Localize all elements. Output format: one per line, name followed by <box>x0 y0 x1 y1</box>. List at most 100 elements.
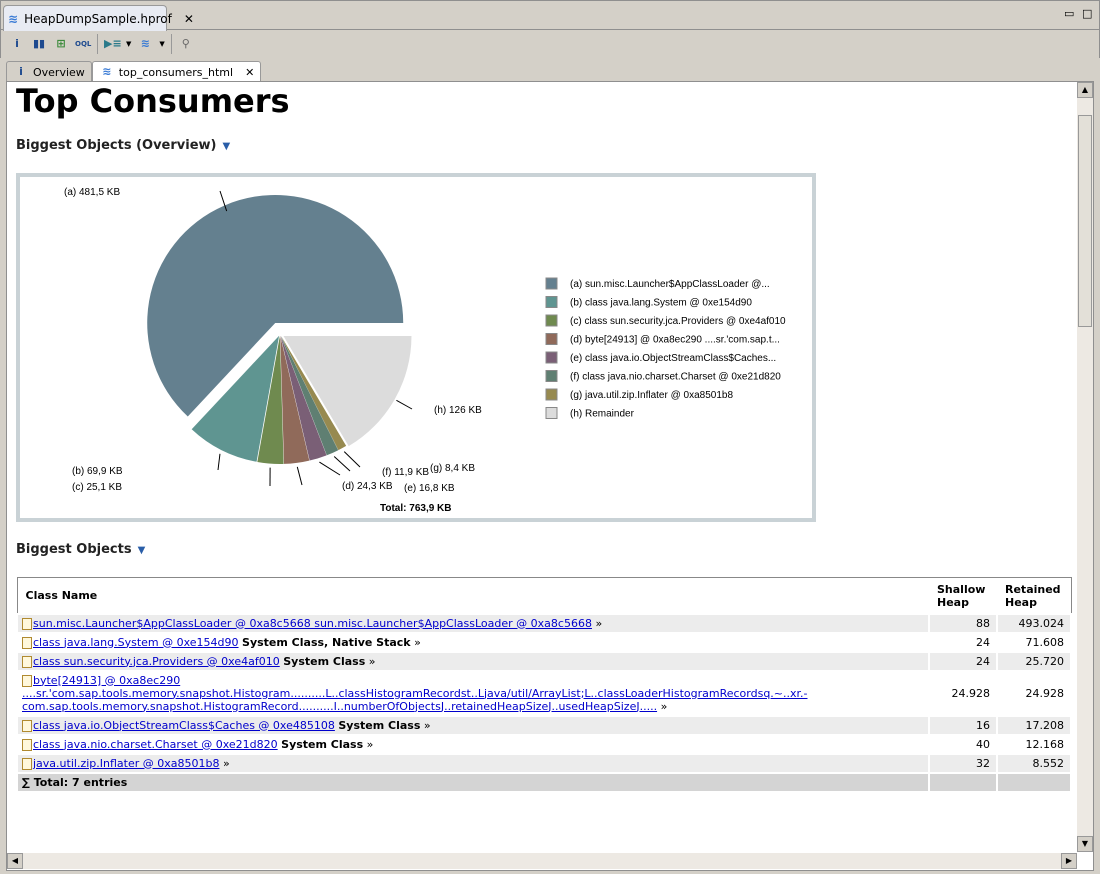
retained-heap-cell: 12.168 <box>996 733 1072 755</box>
pie-slice <box>280 335 339 456</box>
more-icon[interactable]: » <box>222 756 230 770</box>
oql-icon[interactable]: OQL <box>75 40 92 48</box>
separator <box>97 34 98 54</box>
legend-swatch <box>545 277 558 290</box>
section-title: Biggest Objects (Overview) <box>16 138 217 153</box>
separator <box>170 34 172 54</box>
table-row: class java.lang.System @ 0xe154d90 Syste… <box>16 631 1072 653</box>
class-name-cell: class java.nio.charset.Charset @ 0xe21d8… <box>16 733 930 755</box>
retained-heap-cell: 493.024 <box>996 612 1072 634</box>
section-header-overview[interactable]: Biggest Objects (Overview) ▼ <box>16 138 230 153</box>
section-title: Biggest Objects <box>16 542 132 557</box>
leader-line <box>217 453 221 471</box>
column-header-retained-heap[interactable]: Retained Heap <box>1005 582 1061 609</box>
tab-overview[interactable]: i Overview <box>6 61 92 82</box>
editor-tab-heapdump[interactable]: ≋ HeapDumpSample.hprof ✕ <box>3 5 194 31</box>
report-content: Top Consumers Biggest Objects (Overview)… <box>6 81 1094 871</box>
info-icon[interactable]: i <box>15 37 19 50</box>
object-link[interactable]: class sun.security.jca.Providers @ 0xe4a… <box>33 654 280 668</box>
heap-dump-reports-icon[interactable]: ≋ <box>140 37 150 50</box>
legend-entry: (b) class java.lang.System @ 0xe154d90 <box>570 298 752 309</box>
scrollbar-thumb[interactable] <box>1078 115 1092 327</box>
legend-swatch <box>545 296 558 308</box>
slice-label: (c) 25,1 KB <box>72 482 122 493</box>
object-link[interactable]: sun.misc.Launcher$AppClassLoader @ 0xa8c… <box>33 616 592 630</box>
object-link[interactable]: byte[24913] @ 0xa8ec290 ....sr.'com.sap.… <box>22 673 808 713</box>
pie-slice <box>280 335 347 451</box>
chevron-down-icon[interactable]: ▼ <box>222 141 231 152</box>
retained-heap-cell: 25.720 <box>996 650 1072 672</box>
object-icon <box>22 636 32 649</box>
slice-label: (f) 11,9 KB <box>382 467 429 478</box>
search-icon[interactable]: ⚲ <box>181 37 190 50</box>
object-icon <box>22 674 32 687</box>
legend-swatch <box>545 388 558 401</box>
shallow-heap-cell: 24 <box>928 631 998 653</box>
leader-line <box>219 190 228 212</box>
minimize-button[interactable]: ▭ <box>1064 7 1075 20</box>
maximize-button[interactable]: □ <box>1082 7 1093 20</box>
scroll-up-button[interactable]: ▲ <box>1077 82 1093 98</box>
dominator-tree-icon[interactable]: ⊞ <box>56 37 66 50</box>
slice-label: (d) 24,3 KB <box>342 481 393 492</box>
chevron-down-icon[interactable]: ▼ <box>137 545 146 556</box>
legend-entry: (e) class java.io.ObjectStreamClass$Cach… <box>570 353 776 364</box>
horizontal-scrollbar[interactable]: ◀ ▶ <box>7 853 1077 869</box>
pie-chart-box: (a) 481,5 KB (a) sun.misc.Launcher$AppCla… <box>16 173 816 522</box>
shallow-heap-cell: 16 <box>928 714 998 736</box>
histogram-icon[interactable]: ▮▮ <box>32 37 46 50</box>
slice-label: (g) 8,4 KB <box>430 463 475 474</box>
class-name-cell: byte[24913] @ 0xa8ec290 ....sr.'com.sap.… <box>16 669 930 717</box>
legend-entry: (d) byte[24913] @ 0xa8ec290 ....sr.'com.… <box>570 335 780 346</box>
leader-line <box>296 466 303 486</box>
slice-label: (h) 126 KB <box>434 405 482 416</box>
object-link[interactable]: class java.nio.charset.Charset @ 0xe21d8… <box>33 737 278 751</box>
more-icon[interactable]: » <box>368 654 376 668</box>
database-icon: ≋ <box>102 65 112 78</box>
more-icon[interactable]: » <box>423 718 431 732</box>
legend-entry: (h) Remainder <box>570 409 635 420</box>
tab-top-consumers[interactable]: ≋ top_consumers_html ✕ <box>91 61 262 82</box>
pie-slice <box>191 335 280 462</box>
object-icon <box>22 738 32 751</box>
section-header-biggest-objects[interactable]: Biggest Objects ▼ <box>16 542 145 557</box>
slice-label: (e) 16,8 KB <box>404 483 455 494</box>
table-row: class java.nio.charset.Charset @ 0xe21d8… <box>16 733 1072 755</box>
legend-swatch <box>545 370 558 382</box>
info-icon: i <box>19 65 23 78</box>
more-icon[interactable]: » <box>660 699 668 713</box>
shallow-heap-cell: 40 <box>928 733 998 755</box>
page-title: Top Consumers <box>16 82 290 120</box>
query-browser-icon[interactable]: ▶≡ <box>104 37 122 50</box>
more-icon[interactable]: » <box>366 737 374 751</box>
column-header-shallow-heap[interactable]: Shallow Heap <box>937 582 986 609</box>
scroll-right-button[interactable]: ▶ <box>1061 853 1077 869</box>
retained-heap-cell: 24.928 <box>996 669 1072 717</box>
leader-line <box>333 456 351 472</box>
close-icon[interactable]: ✕ <box>183 11 194 26</box>
object-link[interactable]: class java.io.ObjectStreamClass$Caches @… <box>33 718 335 732</box>
object-link[interactable]: java.util.zip.Inflater @ 0xa8501b8 <box>33 756 220 770</box>
legend-swatch <box>545 407 558 419</box>
column-header-class-name[interactable]: Class Name <box>25 588 98 602</box>
legend-swatch <box>545 351 558 364</box>
object-icon <box>22 617 32 630</box>
chevron-down-icon[interactable]: ▼ <box>126 40 132 48</box>
shallow-heap-cell: 24.928 <box>928 669 998 717</box>
gc-root-type: System Class <box>281 737 364 751</box>
retained-heap-cell: 17.208 <box>996 714 1072 736</box>
close-icon[interactable]: ✕ <box>245 65 255 79</box>
more-icon[interactable]: » <box>414 635 421 649</box>
scroll-left-button[interactable]: ◀ <box>7 853 23 869</box>
total-retained-cell <box>996 771 1072 793</box>
database-icon: ≋ <box>8 11 19 26</box>
chart-total: Total: 763,9 KB <box>380 503 452 514</box>
more-icon[interactable]: » <box>595 616 603 630</box>
object-link[interactable]: class java.lang.System @ 0xe154d90 <box>33 635 239 649</box>
scroll-down-button[interactable]: ▼ <box>1077 836 1093 852</box>
chevron-down-icon[interactable]: ▼ <box>159 40 165 48</box>
tab-label: top_consumers_html <box>118 65 234 79</box>
leader-line <box>343 451 361 468</box>
slice-label: (a) 481,5 KB <box>64 187 120 198</box>
gc-root-type: System Class <box>283 654 366 668</box>
